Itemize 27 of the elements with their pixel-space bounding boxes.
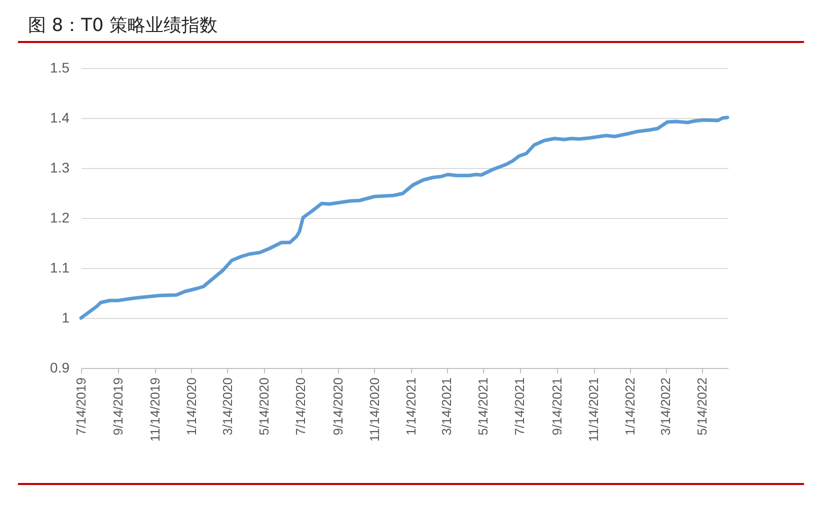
x-tick-label: 3/14/2020 bbox=[220, 378, 235, 436]
y-tick-label: 1.4 bbox=[50, 110, 70, 126]
y-tick-label: 0.9 bbox=[50, 360, 70, 376]
y-tick-label: 1 bbox=[62, 310, 70, 326]
x-tick-label: 1/14/2020 bbox=[184, 378, 199, 436]
x-tick-label: 3/14/2022 bbox=[658, 378, 674, 436]
y-tick-label: 1.5 bbox=[50, 60, 70, 76]
x-tick-label: 9/14/2021 bbox=[549, 378, 564, 436]
x-tick-label: 11/14/2021 bbox=[586, 378, 602, 442]
y-tick-label: 1.3 bbox=[50, 160, 70, 176]
x-tick-label: 9/14/2019 bbox=[110, 378, 126, 436]
x-tick-label: 1/14/2022 bbox=[622, 378, 638, 436]
x-tick-label: 7/14/2020 bbox=[293, 378, 308, 436]
x-tick-label: 11/14/2019 bbox=[147, 378, 162, 442]
x-tick-label: 1/14/2021 bbox=[404, 378, 419, 436]
y-tick-label: 1.1 bbox=[50, 260, 70, 276]
x-tick-label: 9/14/2020 bbox=[330, 378, 346, 436]
x-tick-label: 5/14/2021 bbox=[476, 378, 491, 436]
x-tick-label: 7/14/2021 bbox=[512, 378, 528, 436]
chart-title: 图 8：T0 策略业绩指数 bbox=[28, 14, 218, 37]
y-tick-label: 1.2 bbox=[50, 210, 70, 226]
x-tick-label: 5/14/2020 bbox=[256, 378, 272, 436]
x-tick-label: 11/14/2020 bbox=[366, 378, 382, 442]
x-tick-label: 5/14/2022 bbox=[694, 378, 710, 436]
line-series bbox=[79, 116, 730, 320]
x-tick-label: 7/14/2019 bbox=[74, 378, 88, 436]
x-tick-label: 3/14/2021 bbox=[439, 378, 454, 436]
